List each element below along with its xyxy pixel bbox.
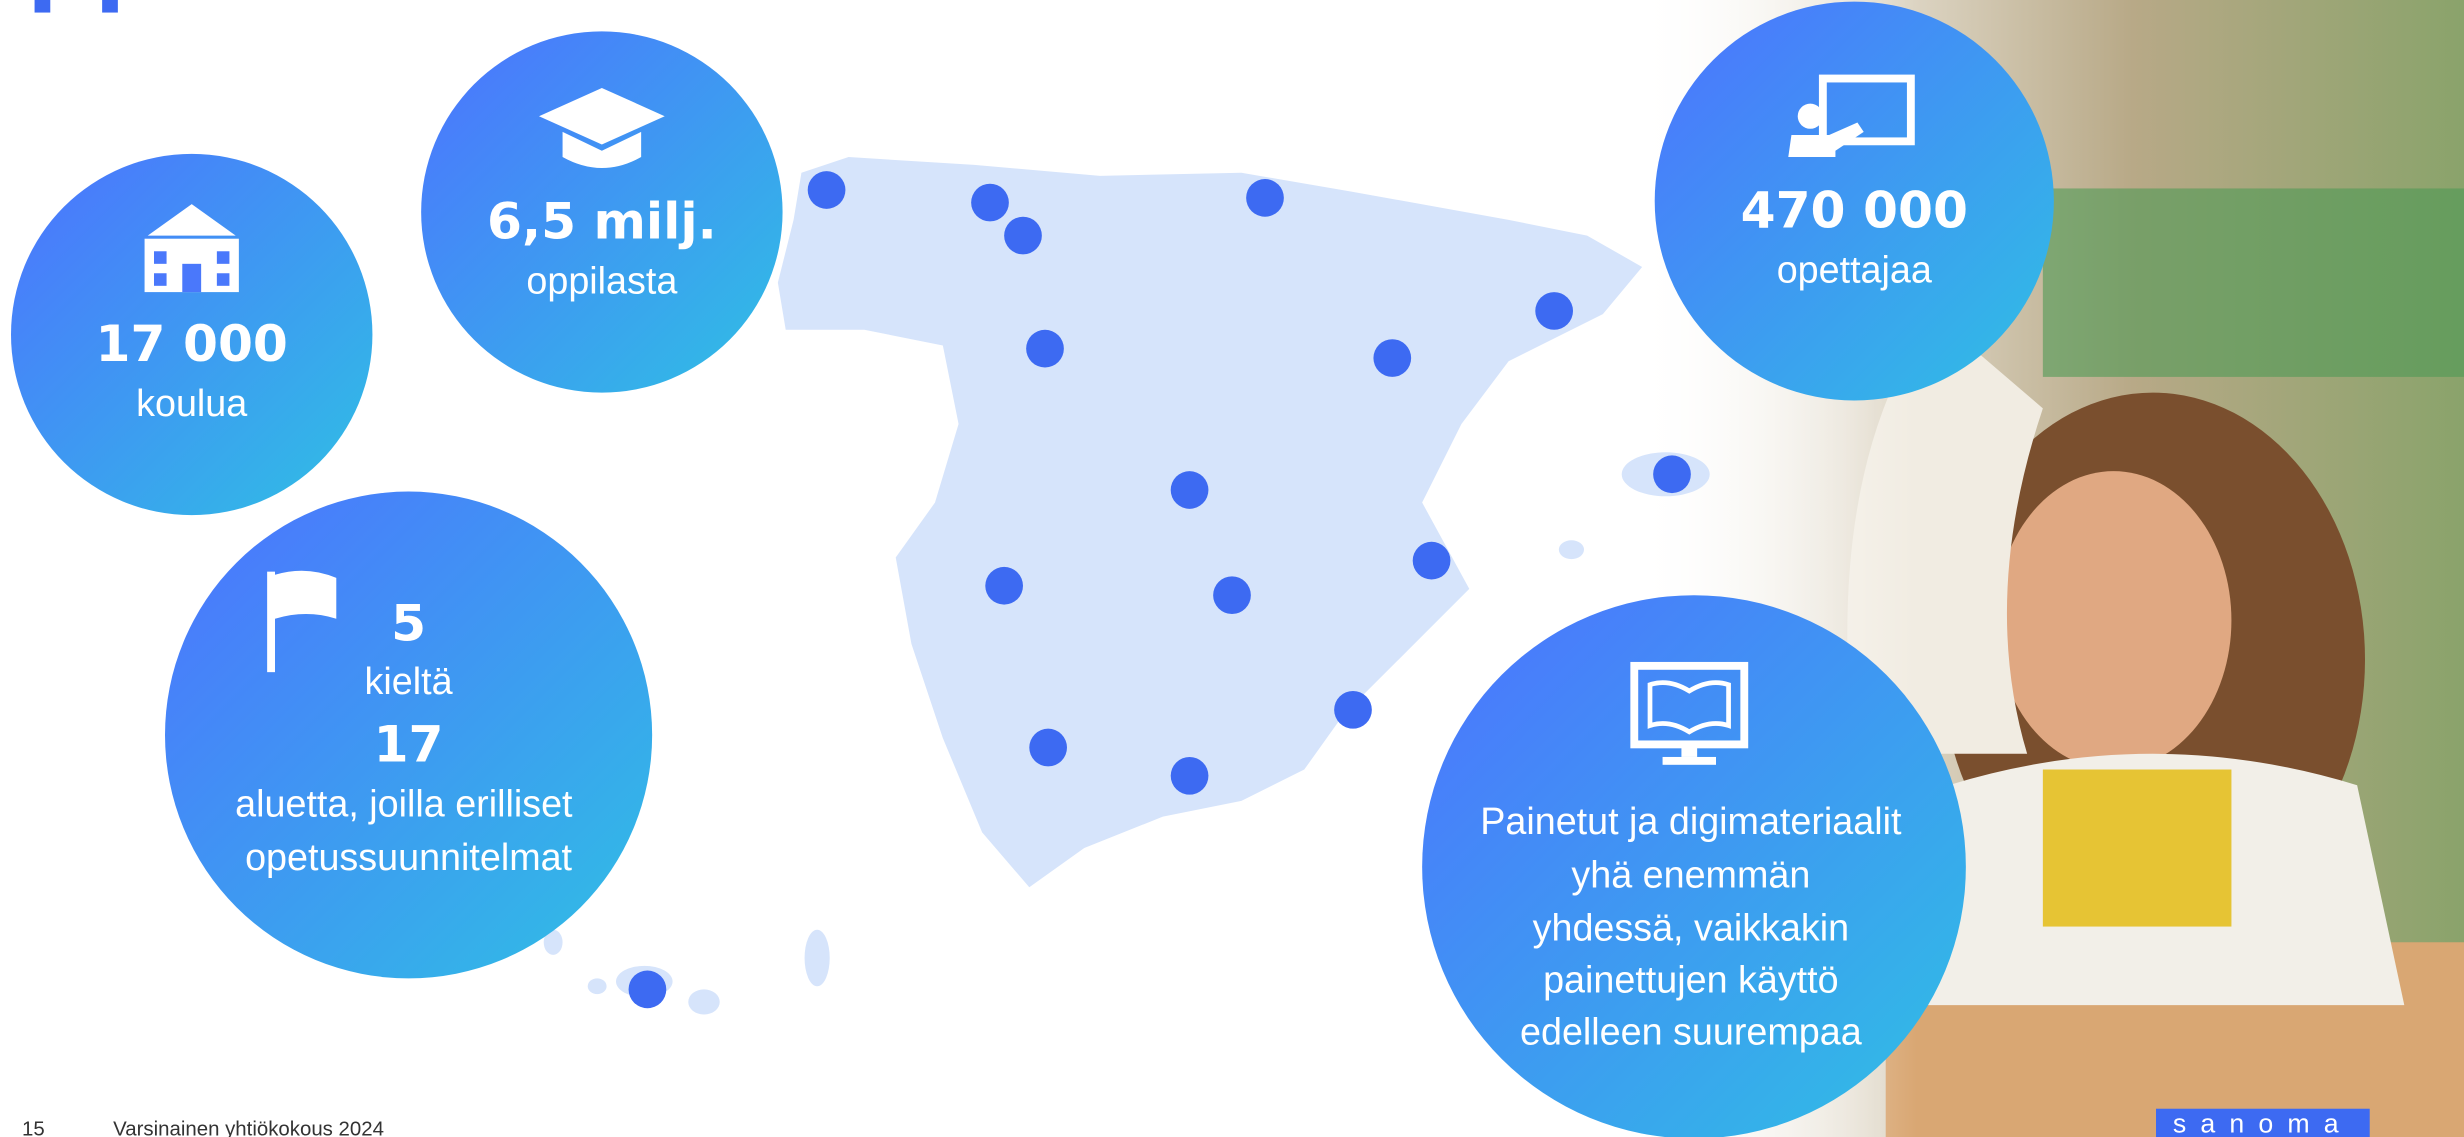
stat-label: oppilasta	[526, 260, 677, 302]
stat-label: Painetut ja digimateriaalit	[1480, 800, 1902, 842]
stat-label: koulua	[136, 382, 247, 424]
stat-value: 17 000	[96, 314, 288, 373]
map-dots	[628, 171, 1691, 1009]
title-fragment	[34, 0, 51, 13]
stat-label: aluetta, joilla erilliset	[235, 783, 573, 825]
stat-value: 17	[374, 715, 444, 774]
stat-label: edelleen suurempaa	[1520, 1010, 1862, 1052]
logo-box	[2156, 1108, 2370, 1137]
stat-languages: 5 kieltä 17 aluetta, joilla erilliset op…	[165, 491, 653, 979]
stat-schools: 17 000 koulua	[11, 153, 373, 516]
stat-label: opettajaa	[1777, 249, 1932, 291]
stat-label: yhä enemmän	[1571, 853, 1810, 895]
stat-label: yhdessä, vaikkakin	[1533, 907, 1849, 949]
footer-text: Varsinainen yhtiökokous 2024	[113, 1118, 384, 1137]
stat-value: 5	[391, 594, 426, 653]
title-fragment	[102, 0, 118, 13]
stat-label: opetussuunnitelmat	[245, 836, 572, 878]
stat-label: kieltä	[365, 660, 453, 702]
page-number: 15	[22, 1118, 45, 1137]
stat-students: 6,5 milj. oppilasta	[421, 31, 783, 393]
stat-teachers: 470 000 opettajaa	[1654, 1, 2054, 401]
logo: sanoma	[2173, 1108, 2353, 1137]
stat-value: 6,5 milj.	[487, 192, 717, 251]
stat-value: 470 000	[1741, 181, 1968, 240]
stat-label: painettujen käyttö	[1543, 959, 1839, 1001]
stat-materials: Painetut ja digimateriaalit yhä enemmän …	[1422, 595, 1966, 1137]
